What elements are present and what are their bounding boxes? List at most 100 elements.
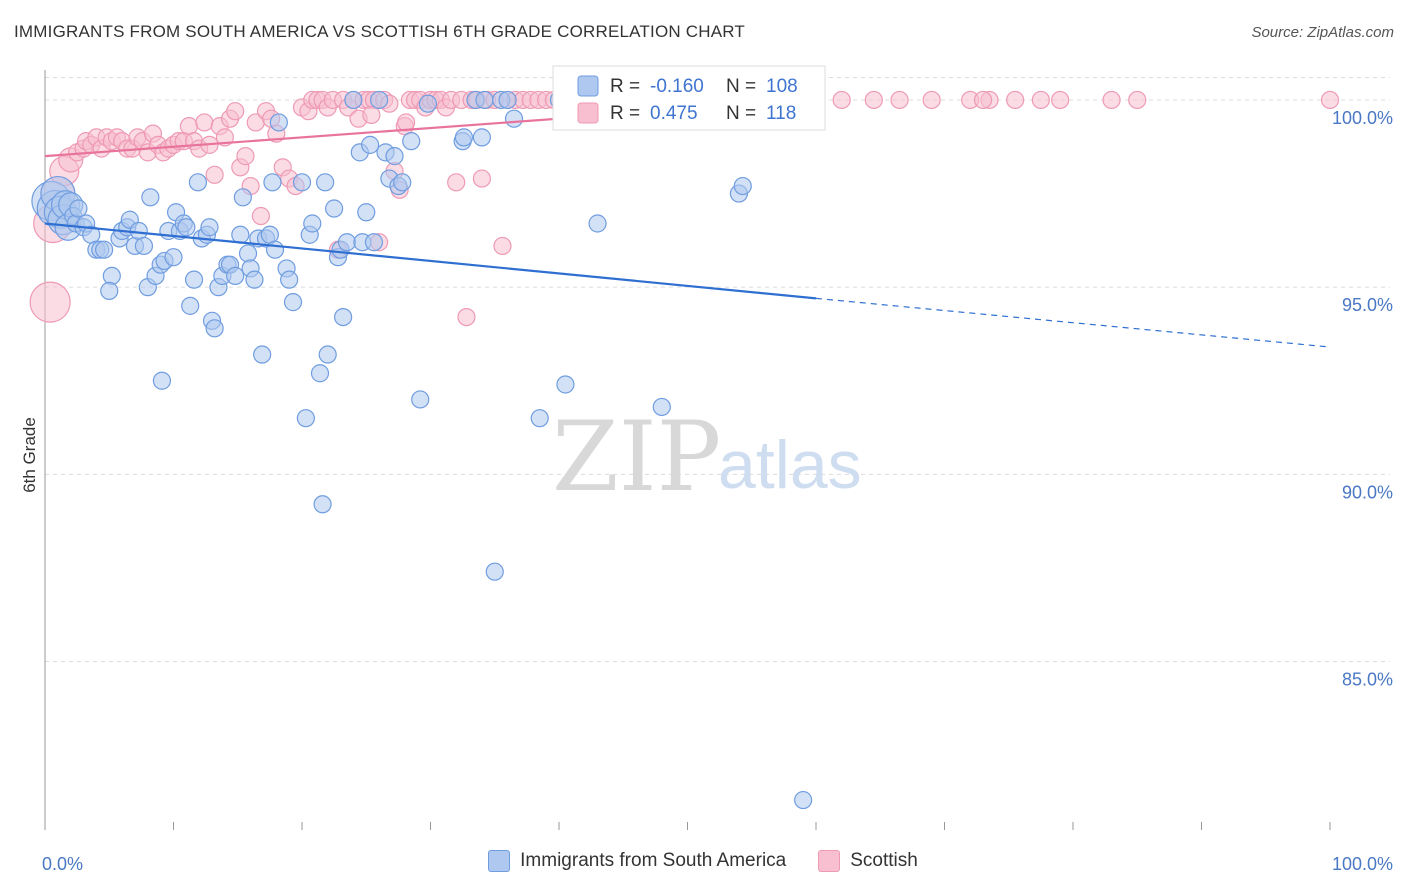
point-south-america[interactable]: [485, 562, 504, 581]
point-south-america[interactable]: [253, 345, 272, 364]
y-axis-label: 6th Grade: [20, 417, 39, 493]
watermark-atlas: atlas: [718, 427, 862, 503]
point-south-america[interactable]: [393, 173, 412, 192]
point-south-america[interactable]: [233, 188, 252, 207]
series-south-america-points: [31, 90, 813, 810]
point-scottish[interactable]: [493, 236, 512, 256]
point-south-america[interactable]: [269, 113, 288, 132]
point-scottish[interactable]: [1320, 90, 1340, 110]
point-scottish[interactable]: [447, 173, 466, 192]
point-south-america[interactable]: [472, 128, 491, 147]
point-south-america[interactable]: [152, 371, 172, 390]
point-south-america[interactable]: [177, 218, 196, 237]
point-south-america[interactable]: [181, 296, 200, 315]
point-scottish[interactable]: [457, 307, 476, 327]
legend-n-value-1: 108: [766, 76, 798, 97]
point-south-america[interactable]: [504, 109, 524, 128]
source-label: Source: ZipAtlas.com: [1251, 24, 1394, 41]
point-south-america[interactable]: [283, 293, 303, 312]
point-scottish[interactable]: [1102, 90, 1121, 110]
point-south-america[interactable]: [238, 244, 258, 263]
point-south-america[interactable]: [475, 90, 494, 110]
point-south-america[interactable]: [200, 218, 219, 237]
point-south-america[interactable]: [402, 132, 421, 151]
point-scottish[interactable]: [922, 90, 941, 110]
point-south-america[interactable]: [231, 225, 250, 244]
point-south-america[interactable]: [100, 281, 119, 300]
point-south-america[interactable]: [337, 233, 357, 252]
point-south-america[interactable]: [794, 790, 813, 810]
point-scottish[interactable]: [890, 90, 909, 110]
point-south-america[interactable]: [245, 270, 264, 289]
point-south-america[interactable]: [205, 319, 224, 338]
point-south-america[interactable]: [556, 375, 575, 394]
point-scottish[interactable]: [1051, 90, 1070, 110]
point-scottish[interactable]: [973, 90, 993, 110]
point-south-america[interactable]: [344, 90, 363, 110]
point-scottish[interactable]: [251, 206, 270, 226]
point-south-america[interactable]: [316, 173, 335, 192]
point-south-america[interactable]: [102, 266, 121, 286]
legend-r-value-2: 0.475: [650, 103, 698, 124]
x-tick-label-max: 100.0%: [1332, 854, 1393, 874]
legend-item-south-america[interactable]: Immigrants from South America: [488, 850, 786, 872]
point-south-america[interactable]: [69, 199, 88, 218]
point-south-america[interactable]: [134, 236, 154, 256]
point-scottish[interactable]: [195, 113, 214, 132]
point-scottish[interactable]: [1031, 90, 1050, 110]
point-south-america[interactable]: [292, 173, 312, 192]
point-south-america[interactable]: [188, 173, 208, 192]
legend-item-scottish[interactable]: Scottish: [818, 850, 918, 872]
point-scottish[interactable]: [1006, 90, 1025, 110]
point-south-america[interactable]: [263, 173, 282, 192]
point-scottish[interactable]: [362, 105, 381, 125]
point-south-america[interactable]: [530, 409, 549, 428]
point-south-america[interactable]: [310, 364, 330, 383]
y-tick-labels: 85.0% 90.0% 95.0% 100.0%: [1332, 108, 1393, 690]
point-south-america[interactable]: [498, 90, 517, 110]
point-scottish[interactable]: [472, 169, 491, 188]
point-south-america[interactable]: [184, 270, 204, 289]
point-south-america[interactable]: [370, 90, 389, 110]
point-south-america[interactable]: [265, 240, 285, 259]
point-scottish[interactable]: [29, 281, 71, 323]
point-south-america[interactable]: [280, 270, 299, 289]
point-scottish[interactable]: [236, 147, 255, 166]
point-south-america[interactable]: [164, 248, 183, 267]
point-south-america[interactable]: [325, 199, 344, 218]
point-south-america[interactable]: [318, 345, 337, 364]
point-scottish[interactable]: [832, 90, 851, 110]
trendlines: [44, 98, 1331, 348]
point-scottish[interactable]: [396, 113, 416, 132]
point-south-america[interactable]: [364, 233, 384, 252]
point-south-america[interactable]: [588, 214, 607, 233]
point-scottish[interactable]: [226, 102, 245, 121]
legend-r-label-2: R =: [610, 103, 640, 124]
legend-n-label-2: N =: [726, 103, 756, 124]
point-south-america[interactable]: [357, 203, 376, 222]
point-south-america[interactable]: [303, 214, 322, 233]
point-scottish[interactable]: [205, 165, 224, 184]
point-south-america[interactable]: [454, 128, 474, 147]
point-south-america[interactable]: [411, 390, 430, 409]
point-south-america[interactable]: [733, 176, 752, 196]
y-tick-label: 100.0%: [1332, 108, 1393, 128]
point-scottish[interactable]: [864, 90, 883, 110]
point-south-america[interactable]: [95, 240, 114, 259]
point-south-america[interactable]: [313, 495, 332, 514]
point-south-america[interactable]: [361, 135, 380, 154]
legend-r-label-1: R =: [610, 76, 640, 97]
y-tick-label: 85.0%: [1342, 670, 1393, 690]
point-south-america[interactable]: [226, 266, 245, 286]
point-south-america[interactable]: [334, 307, 353, 327]
chart-title: IMMIGRANTS FROM SOUTH AMERICA VS SCOTTIS…: [14, 22, 746, 41]
point-south-america[interactable]: [296, 409, 315, 428]
x-tick-labels: 0.0% 100.0%: [42, 854, 1393, 874]
point-south-america[interactable]: [141, 188, 160, 207]
legend-r-value-1: -0.160: [650, 76, 704, 97]
trendline-south-america-extension: [815, 297, 1331, 348]
point-south-america[interactable]: [652, 397, 671, 417]
point-south-america[interactable]: [385, 147, 404, 166]
point-south-america[interactable]: [418, 94, 438, 113]
point-scottish[interactable]: [1128, 90, 1147, 110]
